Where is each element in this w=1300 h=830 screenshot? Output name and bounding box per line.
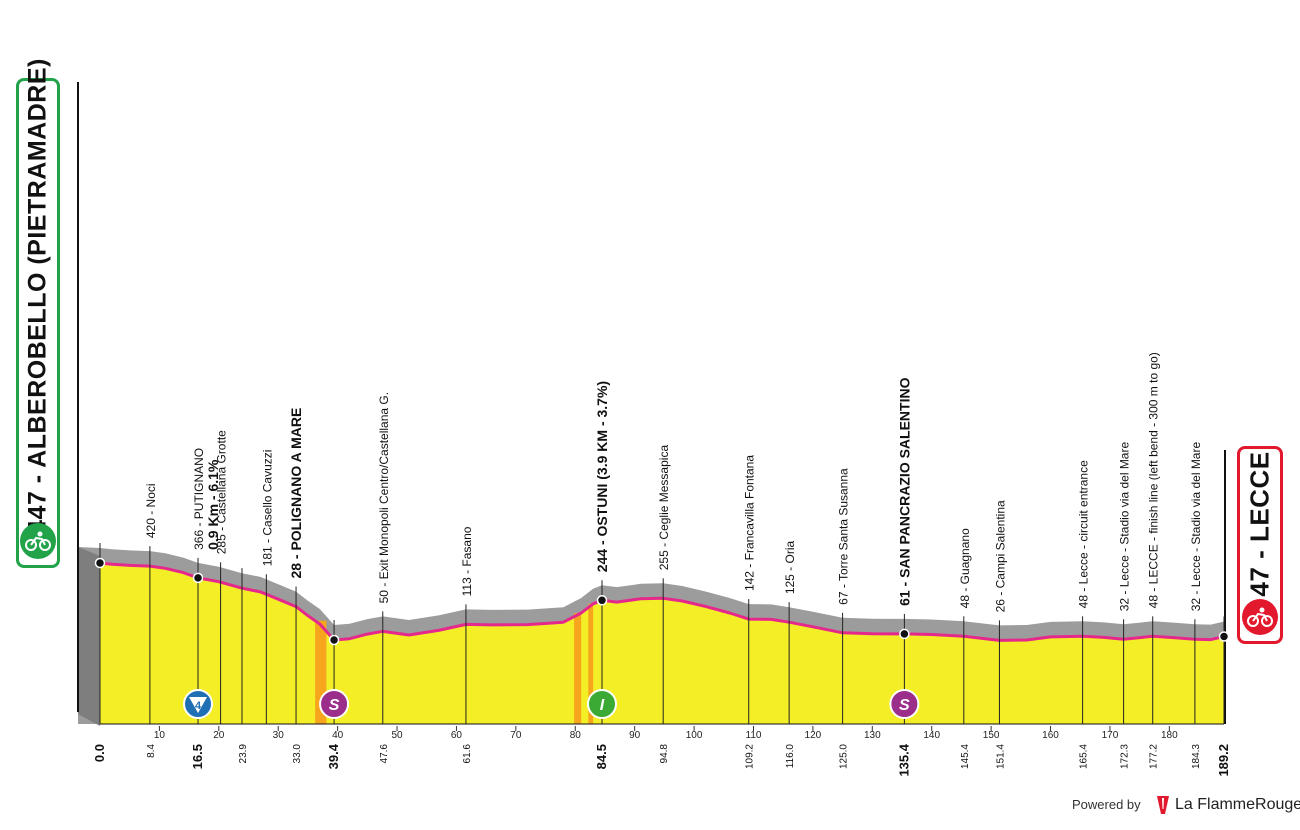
flame-icon — [1157, 796, 1169, 814]
point-label-15: 61 - SAN PANCRAZIO SALENTINO — [896, 377, 912, 606]
km-label-8: 47.6 — [379, 744, 390, 764]
brand-name-a: La Flamme — [1175, 796, 1256, 813]
km-label-20: 177.2 — [1149, 744, 1160, 769]
km-label-13: 116.0 — [785, 744, 796, 769]
brand-logo: La FlammeRouge — [1155, 795, 1300, 815]
km-label-0: 0.0 — [92, 744, 107, 762]
axis-tick-label: 40 — [332, 730, 344, 741]
km-label-18: 165.4 — [1079, 744, 1090, 769]
axis-tick-label: 10 — [154, 730, 166, 741]
point-label-13: 125 - Oria — [783, 540, 797, 594]
km-label-19: 172.3 — [1120, 744, 1131, 769]
powered-by-text: Powered by — [1072, 797, 1141, 812]
axis-tick-label: 50 — [391, 730, 403, 741]
km-label-4: 23.9 — [238, 744, 249, 764]
axis-tick-label: 80 — [570, 730, 582, 741]
start-badge: 447 - ALBEROBELLO (PIETRAMADRE) — [16, 58, 60, 568]
point-label-6: 28 - POLIGNANO A MARE — [288, 408, 304, 579]
terrain-left-edge — [78, 547, 100, 726]
axis-tick-label: 180 — [1161, 730, 1178, 741]
km-label-16: 145.4 — [960, 744, 971, 769]
point-label-18: 48 - Lecce - circuit entrance — [1077, 460, 1091, 608]
point-label-21: 32 - Lecce - Stadio via del Mare — [1189, 442, 1203, 612]
start-badge-label: 447 - ALBEROBELLO (PIETRAMADRE) — [23, 58, 52, 534]
point-dot-2 — [192, 572, 204, 584]
point-dot-7 — [328, 634, 340, 646]
sprint-zone-2 — [588, 603, 594, 724]
badge-text-10: I — [600, 697, 605, 714]
point-dot-10 — [596, 595, 608, 606]
x-axis: 10 20 30 40 50 60 70 80 90 100 110 120 130 140 150 160 1… — [77, 82, 1226, 741]
axis-tick-label: 30 — [273, 730, 285, 741]
point-label-8: 50 - Exit Monopoli Centro/Castellana G. — [377, 392, 391, 603]
axis-tick-label: 60 — [451, 730, 463, 741]
point-sublabel-2: 0.9 Km - 6.1% — [205, 459, 221, 550]
axis-tick-label: 100 — [686, 730, 703, 741]
profile-fill — [100, 563, 1224, 724]
km-label-15: 135.4 — [896, 743, 911, 776]
point-label-10: 244 - OSTUNI (3.9 KM - 3.7%) — [594, 381, 610, 572]
axis-tick-label: 70 — [510, 730, 522, 741]
km-label-6: 33.0 — [292, 744, 303, 764]
point-label-20: 48 - LECCE - finish line (left bend - 30… — [1147, 352, 1161, 608]
point-label-9: 113 - Fasano — [460, 526, 474, 596]
km-label-12: 109.2 — [745, 744, 756, 769]
badge-text-15: S — [899, 697, 910, 714]
profile-area — [100, 563, 1224, 724]
point-label-19: 32 - Lecce - Stadio via del Mare — [1118, 442, 1132, 612]
point-label-3: 285 - Castellana Grotte — [215, 430, 229, 554]
badge-circle-15 — [889, 689, 920, 719]
axis-tick-label: 150 — [983, 730, 1000, 741]
point-dot-0 — [94, 557, 106, 569]
point-label-14: 67 - Torre Santa Susanna — [837, 468, 851, 605]
axis-tick-label: 90 — [629, 730, 641, 741]
cyclist-icon — [20, 523, 56, 559]
point-dot-22 — [1218, 631, 1230, 642]
km-label-11: 94.8 — [659, 744, 670, 764]
axis-tick-label: 170 — [1102, 730, 1119, 741]
finish-badge: 47 - LECCE — [1237, 446, 1283, 644]
km-label-7: 39.4 — [326, 743, 341, 769]
point-labels: 0.0 8.4 420 - Noci 16.5 366 - PUTIGNANO 0.9 K… — [92, 352, 1231, 776]
sprint-zones — [315, 603, 594, 724]
classification-badges: 4 S I S — [183, 689, 920, 719]
sprint-zone-0 — [315, 620, 327, 724]
point-dot-15 — [899, 628, 910, 640]
axis-tick-label: 110 — [746, 730, 762, 741]
point-label-5: 181 - Casello Cavuzzi — [260, 450, 274, 567]
point-label-17: 26 - Campi Salentina — [993, 500, 1007, 612]
kom-triangle-2 — [189, 697, 208, 713]
badge-text-2: 4 — [195, 700, 202, 712]
badge-circle-10 — [586, 689, 617, 719]
axis-tick-label: 120 — [805, 730, 822, 741]
km-label-17: 151.4 — [995, 744, 1006, 769]
badge-text-7: S — [329, 697, 340, 714]
point-label-11: 255 - Ceglie Messapica — [657, 445, 671, 571]
sprint-zone-1 — [574, 613, 582, 724]
point-label-16: 48 - Guagnano — [958, 528, 972, 608]
brand-name-b: Rouge — [1255, 796, 1300, 813]
axis-tick-label: 130 — [864, 730, 881, 741]
km-label-10: 84.5 — [594, 744, 609, 769]
km-label-9: 61.6 — [462, 744, 473, 764]
point-label-2: 366 - PUTIGNANO — [192, 448, 206, 550]
cyclist-icon — [1242, 599, 1278, 635]
finish-badge-label: 47 - LECCE — [1244, 451, 1275, 597]
km-label-21: 184.3 — [1191, 744, 1202, 769]
km-label-14: 125.0 — [839, 744, 850, 769]
point-label-12: 142 - Francavilla Fontana — [743, 455, 757, 591]
axis-tick-label: 140 — [923, 730, 940, 741]
km-label-22: 189.2 — [1216, 744, 1231, 777]
km-label-1: 8.4 — [146, 744, 157, 758]
km-label-2: 16.5 — [190, 744, 205, 769]
badge-circle-7 — [319, 689, 350, 719]
point-markers — [94, 557, 1230, 646]
axis-tick-label: 20 — [213, 730, 225, 741]
point-label-1: 420 - Noci — [144, 483, 158, 538]
axis-tick-label: 160 — [1042, 730, 1059, 741]
